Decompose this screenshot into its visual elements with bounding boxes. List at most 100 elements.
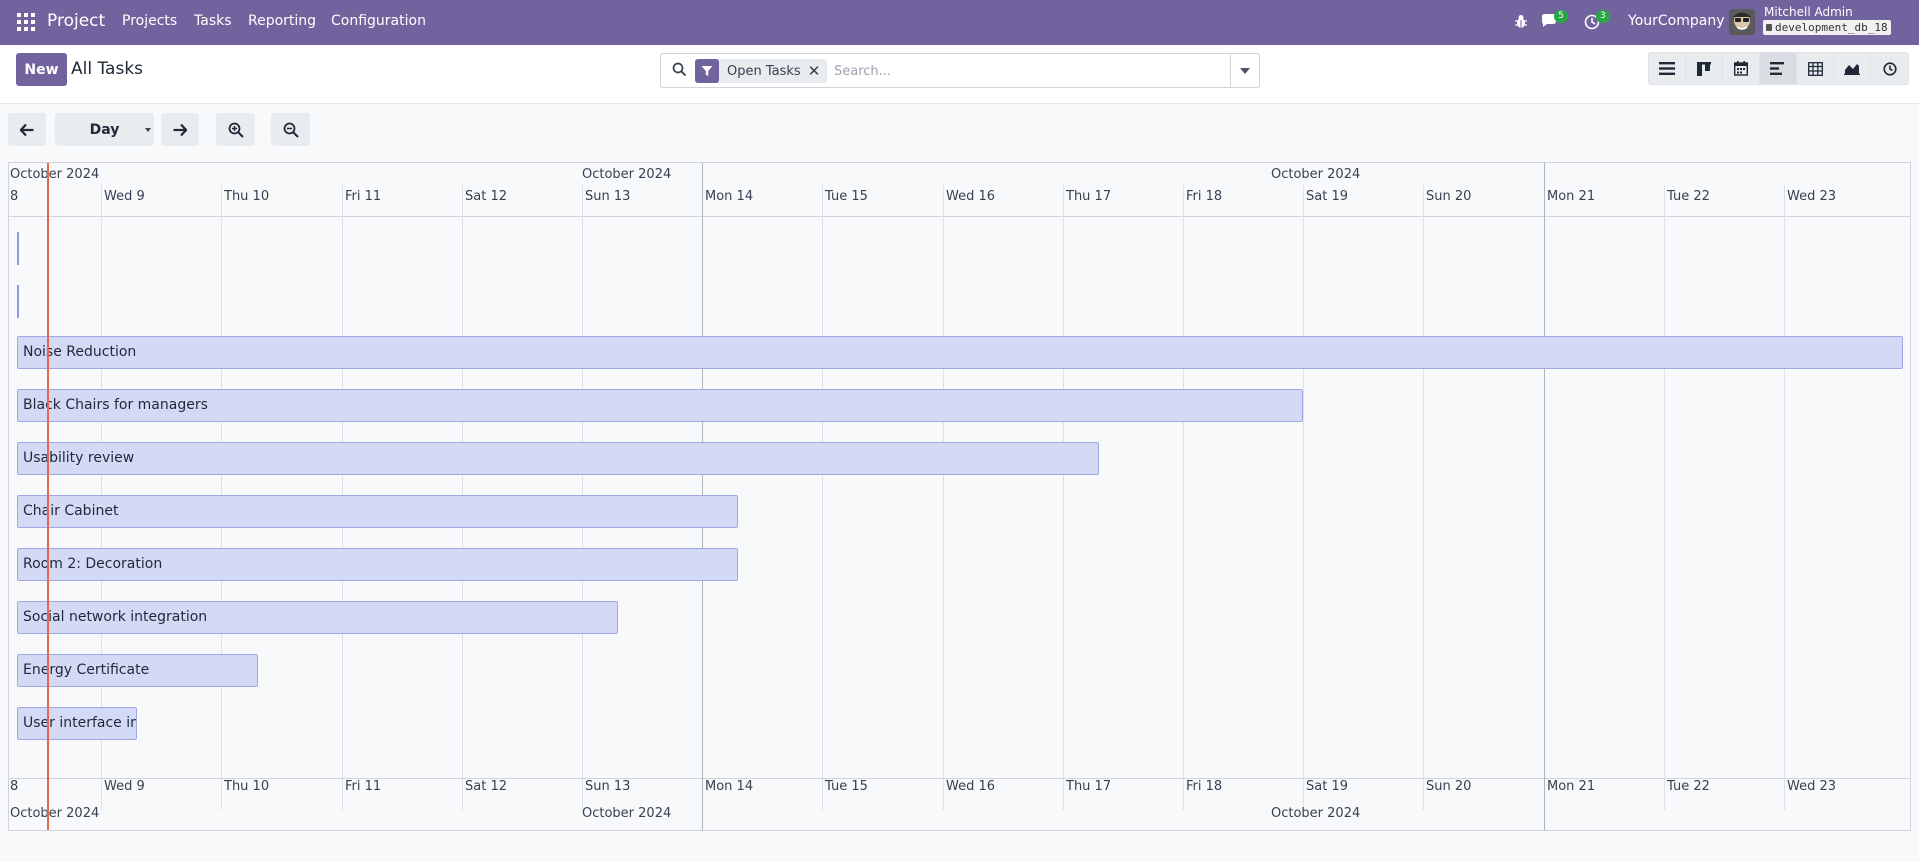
day-gridline <box>1784 185 1785 810</box>
company-switcher[interactable]: YourCompany <box>1628 13 1725 29</box>
task-pill[interactable]: Room 2: Decoration <box>17 548 738 581</box>
day-gridline <box>943 185 944 810</box>
day-header: Wed 23 <box>1787 189 1837 204</box>
day-header: Fri 11 <box>345 189 382 204</box>
task-pill[interactable]: Energy Certificate <box>17 654 258 687</box>
day-header: Tue 22 <box>1667 189 1710 204</box>
day-footer: Wed 23 <box>1787 779 1837 794</box>
day-footer: Tue 15 <box>825 779 868 794</box>
search-icon <box>672 62 687 77</box>
graph-view-button[interactable] <box>1834 53 1871 84</box>
filter-facet: Open Tasks ✕ <box>695 59 828 83</box>
view-switcher <box>1648 52 1909 85</box>
day-header: Thu 10 <box>224 189 270 204</box>
day-header: Wed 16 <box>946 189 996 204</box>
search-input[interactable] <box>834 61 1214 81</box>
app-name[interactable]: Project <box>47 11 106 31</box>
task-pill[interactable]: Usability review <box>17 442 1099 475</box>
list-view-button[interactable] <box>1649 53 1686 84</box>
zoom-in-icon <box>228 122 244 138</box>
scale-label: Day <box>89 121 120 138</box>
day-footer: Thu 10 <box>224 779 270 794</box>
activities-badge: 3 <box>1596 10 1610 23</box>
menu-configuration[interactable]: Configuration <box>331 13 426 29</box>
next-period-button[interactable] <box>161 113 199 146</box>
day-gridline <box>1664 185 1665 810</box>
new-button[interactable]: New <box>16 53 67 86</box>
month-footer: October 2024 <box>582 806 672 821</box>
day-gridline <box>1183 185 1184 810</box>
messages-icon[interactable] <box>1540 13 1558 29</box>
day-footer: Wed 16 <box>946 779 996 794</box>
search-bar[interactable]: Open Tasks ✕ <box>660 53 1260 88</box>
day-header: 8 <box>10 189 19 204</box>
page-title: All Tasks <box>71 59 144 79</box>
month-header: October 2024 <box>1271 167 1361 182</box>
kanban-view-button[interactable] <box>1686 53 1723 84</box>
month-footer: October 2024 <box>1271 806 1361 821</box>
search-options-toggle[interactable] <box>1230 54 1259 87</box>
day-footer: Tue 22 <box>1667 779 1710 794</box>
month-footer: October 2024 <box>10 806 100 821</box>
calendar-view-icon <box>1734 61 1748 76</box>
day-gridline <box>822 185 823 810</box>
day-header: Fri 18 <box>1186 189 1223 204</box>
task-pill-collapsed[interactable] <box>17 285 19 318</box>
messages-badge: 5 <box>1554 10 1568 23</box>
previous-period-button[interactable] <box>8 113 46 146</box>
gantt-view-button[interactable] <box>1760 53 1797 84</box>
menu-tasks[interactable]: Tasks <box>194 13 232 29</box>
day-footer: Mon 21 <box>1547 779 1596 794</box>
day-header: Thu 17 <box>1066 189 1112 204</box>
day-gridline <box>1423 185 1424 810</box>
task-pill[interactable]: User interface improvements <box>17 707 137 740</box>
caret-down-icon <box>145 128 151 132</box>
day-gridline <box>1303 185 1304 810</box>
app-menu-icon[interactable] <box>17 13 35 31</box>
user-name[interactable]: Mitchell Admin <box>1764 5 1853 19</box>
database-name: development_db_18 <box>1763 20 1891 35</box>
zoom-out-icon <box>283 122 299 138</box>
day-header: Wed 9 <box>104 189 145 204</box>
task-pill[interactable]: Chair Cabinet <box>17 495 738 528</box>
control-panel: New All Tasks Open Tasks ✕ <box>0 45 1919 104</box>
day-header: Sat 12 <box>465 189 507 204</box>
day-header: Tue 15 <box>825 189 868 204</box>
month-header: October 2024 <box>582 167 672 182</box>
task-pill[interactable]: Noise Reduction <box>17 336 1903 369</box>
day-footer: Fri 18 <box>1186 779 1223 794</box>
gantt-view-icon <box>1770 62 1784 75</box>
menu-projects[interactable]: Projects <box>122 13 178 29</box>
today-marker <box>47 163 49 830</box>
chevron-down-icon <box>1240 67 1250 74</box>
user-avatar[interactable] <box>1729 9 1755 35</box>
remove-filter-icon[interactable]: ✕ <box>807 62 821 80</box>
day-footer: Wed 9 <box>104 779 145 794</box>
debug-bug-icon[interactable] <box>1514 14 1528 29</box>
day-footer: Sun 13 <box>585 779 631 794</box>
task-pill[interactable]: Black Chairs for managers <box>17 389 1303 422</box>
graph-view-icon <box>1844 64 1860 75</box>
day-footer: Fri 11 <box>345 779 382 794</box>
day-footer: 8 <box>10 779 19 794</box>
day-header: Sun 13 <box>585 189 631 204</box>
day-header: Sun 20 <box>1426 189 1472 204</box>
calendar-view-button[interactable] <box>1723 53 1760 84</box>
day-footer: Sun 20 <box>1426 779 1472 794</box>
list-view-icon <box>1659 62 1675 75</box>
menu-reporting[interactable]: Reporting <box>248 13 317 29</box>
zoom-in-button[interactable] <box>216 113 255 146</box>
scale-selector[interactable]: Day <box>55 113 154 146</box>
task-pill[interactable]: Social network integration <box>17 601 618 634</box>
day-gridline <box>1063 185 1064 810</box>
zoom-out-button[interactable] <box>271 113 310 146</box>
task-pill-collapsed[interactable] <box>17 232 19 265</box>
activity-view-button[interactable] <box>1871 53 1908 84</box>
day-footer: Sat 19 <box>1306 779 1348 794</box>
pivot-view-button[interactable] <box>1797 53 1834 84</box>
day-gridline <box>1544 163 1545 830</box>
arrow-left-icon <box>20 123 34 136</box>
pivot-view-icon <box>1807 61 1823 76</box>
activity-view-icon <box>1882 61 1897 76</box>
day-header: Mon 14 <box>705 189 754 204</box>
